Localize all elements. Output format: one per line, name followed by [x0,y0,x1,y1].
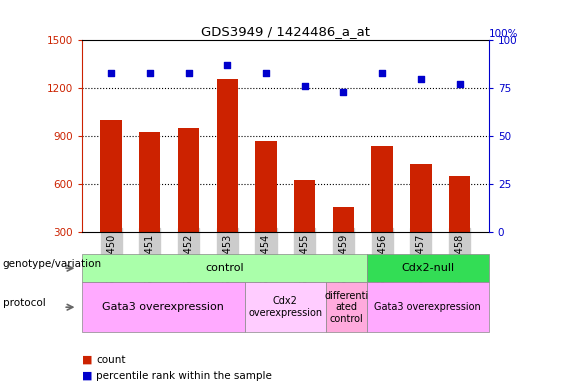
Bar [255,141,277,232]
Title: GDS3949 / 1424486_a_at: GDS3949 / 1424486_a_at [201,25,370,38]
Text: protocol: protocol [3,298,46,308]
Point [223,62,232,68]
Text: count: count [96,355,125,365]
Text: ■: ■ [82,371,93,381]
Bar [333,207,354,232]
Point [262,70,271,76]
Text: Cdx2
overexpression: Cdx2 overexpression [248,296,323,318]
Bar [101,120,121,232]
Bar [139,131,160,232]
Text: Cdx2-null: Cdx2-null [401,263,454,273]
Text: control: control [205,263,244,273]
Point [416,76,425,82]
Text: genotype/variation: genotype/variation [3,259,102,270]
Text: Gata3 overexpression: Gata3 overexpression [375,302,481,312]
Point [107,70,116,76]
Text: differenti
ated
control: differenti ated control [324,291,368,324]
Bar [449,176,470,232]
Point [145,70,154,76]
Text: percentile rank within the sample: percentile rank within the sample [96,371,272,381]
Bar [216,79,238,232]
Point [339,89,348,95]
Text: 100%: 100% [489,29,518,40]
Point [377,70,386,76]
Bar [178,128,199,232]
Bar [410,164,432,232]
Bar [371,146,393,232]
Point [455,81,464,88]
Text: ■: ■ [82,355,93,365]
Bar [294,180,315,232]
Point [300,83,309,89]
Text: Gata3 overexpression: Gata3 overexpression [102,302,224,312]
Point [184,70,193,76]
